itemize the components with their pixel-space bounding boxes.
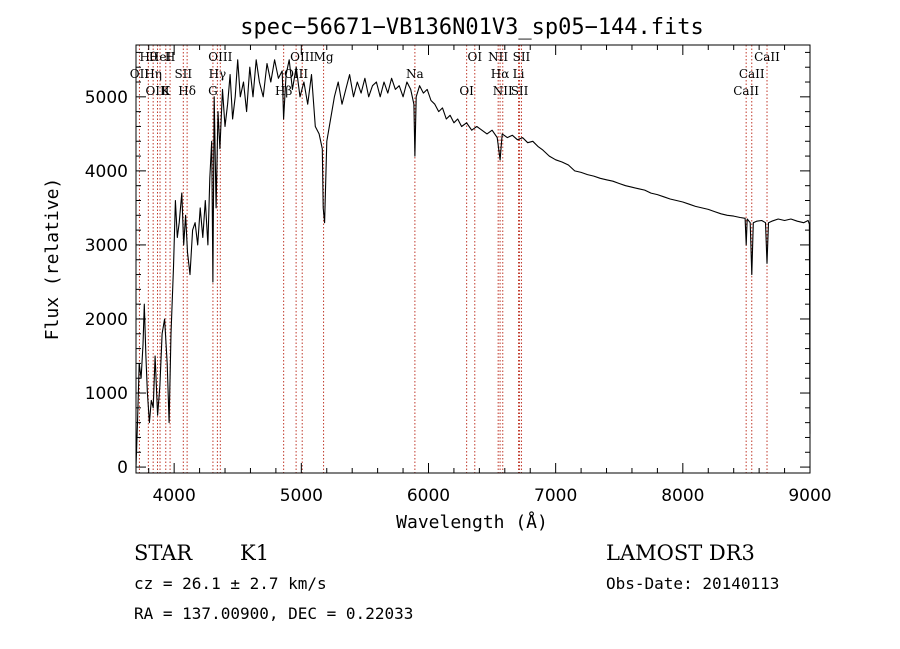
x-tick-label: 8000 — [661, 486, 704, 506]
line-label: CaII — [739, 67, 765, 81]
spectrum-line — [135, 59, 811, 468]
line-label: OI — [459, 84, 474, 98]
line-label: Hγ — [209, 67, 227, 81]
line-label: HeI — [149, 50, 172, 64]
x-axis-ticks: 4000 5000 6000 7000 8000 9000 — [148, 45, 832, 506]
line-label: OIII — [145, 84, 169, 98]
x-tick-label: 4000 — [153, 486, 196, 506]
line-label: K — [161, 84, 171, 98]
y-axis-label: Flux (relative) — [42, 178, 63, 341]
line-label: OIII — [290, 50, 314, 64]
y-tick-label: 4000 — [85, 162, 128, 182]
spectral-line-markers — [138, 45, 768, 473]
line-label: Hη — [144, 67, 162, 81]
line-label: SII — [513, 50, 531, 64]
line-label: Na — [406, 67, 424, 81]
line-label: Mg — [314, 50, 334, 64]
line-label: NII — [488, 50, 508, 64]
survey-name: LAMOST DR3 — [606, 541, 755, 565]
redshift-velocity: cz = 26.1 ± 2.7 km/s — [134, 574, 327, 593]
y-tick-label: 3000 — [85, 236, 128, 256]
observation-date: Obs-Date: 20140113 — [606, 574, 779, 593]
x-axis-label: Wavelength (Å) — [396, 511, 548, 533]
line-label: OIII — [208, 50, 232, 64]
plot-frame — [135, 44, 811, 474]
y-axis-ticks: 0 1000 2000 3000 4000 5000 — [85, 51, 810, 478]
line-label: NII — [493, 84, 513, 98]
line-label: SII — [511, 84, 529, 98]
line-label: OII — [130, 67, 150, 81]
y-tick-label: 2000 — [85, 310, 128, 330]
x-tick-label: 6000 — [407, 486, 450, 506]
line-label: Hα — [491, 67, 510, 81]
x-tick-label: 5000 — [280, 486, 323, 506]
coordinates: RA = 137.00900, DEC = 0.22033 — [134, 604, 413, 623]
spectral-subclass: K1 — [240, 541, 269, 565]
line-label: Hβ — [275, 84, 292, 98]
line-label: CaII — [754, 50, 780, 64]
x-tick-label: 7000 — [534, 486, 577, 506]
y-tick-label: 1000 — [85, 384, 128, 404]
y-tick-label: 0 — [117, 458, 128, 478]
line-label: Li — [513, 67, 525, 81]
x-tick-label: 9000 — [788, 486, 831, 506]
chart-title: spec−56671−VB136N01V3_sp05−144.fits — [240, 15, 704, 40]
line-label: Hδ — [178, 84, 196, 98]
line-label: Hθ — [139, 50, 157, 64]
y-tick-label: 5000 — [85, 88, 128, 108]
spectral-line-labels: HθOIIOIIIHeIHηKHSIIHδOIIIHγGOIIIOIIIHβMg… — [130, 50, 780, 98]
line-label: H — [165, 50, 175, 64]
line-label: CaII — [733, 84, 759, 98]
line-label: SII — [174, 67, 192, 81]
line-label: OI — [467, 50, 482, 64]
line-label: G — [208, 84, 218, 98]
object-class: STAR — [134, 541, 193, 565]
